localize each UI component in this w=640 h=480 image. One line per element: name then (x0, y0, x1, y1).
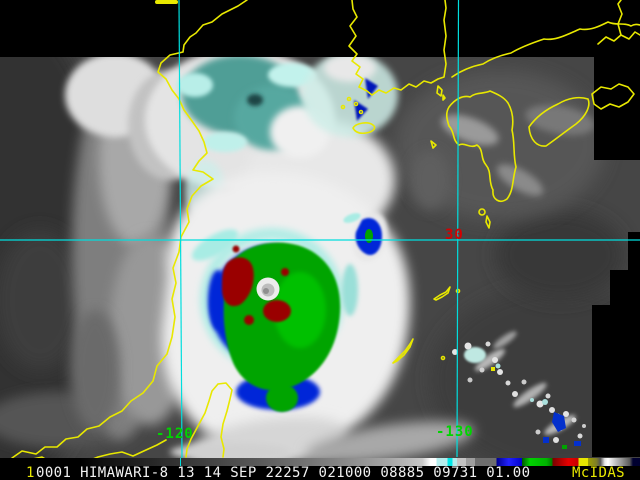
satellite-image (0, 0, 640, 458)
kii-coastline (591, 83, 635, 110)
tanegashima-island (485, 215, 491, 229)
shikoku-coastline (528, 96, 590, 147)
taiwan-coastline (185, 382, 233, 458)
latitude-label-30: 30 (445, 227, 464, 243)
status-bar: 1 0001 HIMAWARI-8 13 14 SEP 22257 021000… (0, 466, 640, 480)
kyushu-coastline (445, 90, 517, 202)
satellite-image-area[interactable]: 30 -120 -130 (0, 0, 640, 458)
jeju-island (352, 122, 376, 135)
lon-120e-line-extension (180, 458, 181, 466)
korea-coastline (348, 0, 447, 96)
yakushima-island (478, 208, 486, 216)
frame-number: 1 (26, 465, 35, 480)
enhancement-colorbar (0, 458, 640, 466)
lon-120e-line (178, 0, 183, 458)
mcidas-brand-label: McIDAS (572, 465, 625, 480)
tsushima-island (436, 85, 446, 101)
no-data-regions (0, 0, 640, 457)
image-info-text: 0001 HIMAWARI-8 13 14 SEP 22257 021000 0… (36, 465, 531, 480)
china-coastline (11, 0, 248, 458)
longitude-label-120: -120 (156, 426, 194, 442)
se-cumulus-field (452, 331, 586, 449)
amami-island (392, 338, 414, 364)
korea-cold-cells (302, 53, 398, 137)
honshu-coastline (451, 21, 640, 78)
honshu-ne-coast (597, 0, 640, 45)
longitude-label-130: -130 (436, 424, 474, 440)
latlon-grid (0, 0, 640, 458)
small-cold-cell (343, 212, 388, 262)
south-china-coast (33, 439, 167, 458)
coastline-overlay (11, 0, 640, 458)
goto-islands (430, 140, 437, 149)
lon-130e-line (456, 0, 460, 458)
okinawa-island (433, 286, 451, 301)
